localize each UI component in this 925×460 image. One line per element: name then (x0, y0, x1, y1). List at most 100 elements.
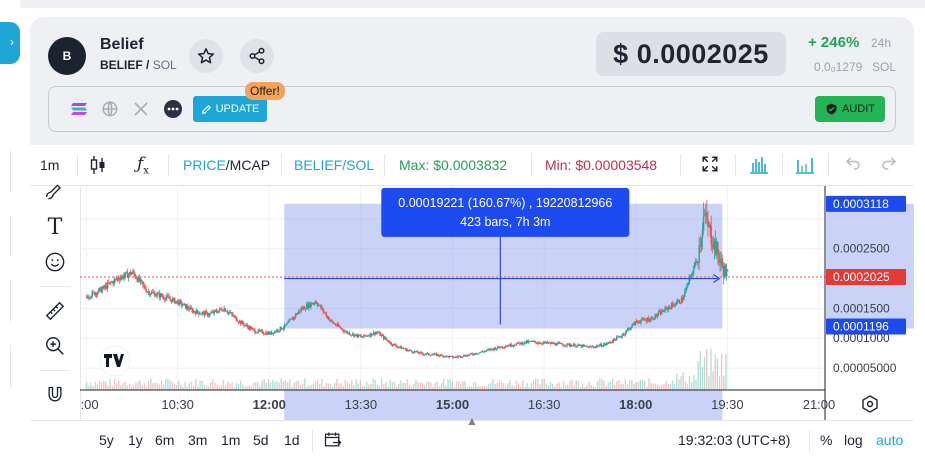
candles-icon[interactable] (90, 155, 106, 178)
range-1y[interactable]: 1y (128, 432, 143, 448)
volume-bar (319, 383, 321, 390)
candle-body (175, 301, 177, 304)
rail-item[interactable] (0, 280, 11, 322)
volume-bar (115, 383, 118, 390)
range-1m[interactable]: 1m (221, 432, 241, 448)
solana-icon[interactable] (69, 99, 89, 119)
candle-body (396, 345, 398, 348)
candle-body (630, 327, 632, 330)
price-mcap-toggle[interactable]: PRICE/MCAP (183, 157, 270, 173)
candle-body (540, 342, 542, 344)
candle-body (462, 356, 464, 358)
candle-body (480, 351, 483, 353)
candle-body (98, 288, 100, 293)
log-toggle[interactable]: log (844, 432, 863, 448)
volume-bar (410, 386, 413, 390)
rail-active-button[interactable]: › (0, 22, 20, 64)
volume-bar (646, 386, 648, 390)
candle-body (552, 342, 554, 344)
candle-body (650, 318, 652, 321)
rail-item[interactable] (0, 215, 11, 257)
candle-body (303, 307, 306, 310)
rail-item[interactable] (0, 150, 11, 192)
candle-body (590, 346, 593, 348)
undo-icon[interactable] (844, 154, 862, 175)
candle-body (456, 356, 459, 358)
percent-toggle[interactable]: % (820, 432, 833, 448)
ruler-icon[interactable] (43, 299, 67, 323)
candle-body (298, 310, 300, 313)
candle-body (312, 303, 314, 305)
price-badge (826, 195, 906, 212)
price-option[interactable]: PRICE (183, 157, 226, 173)
candle-body (526, 340, 529, 343)
rail-item[interactable] (0, 345, 11, 387)
bar-replay-icon[interactable] (794, 154, 816, 177)
range-5d[interactable]: 5d (253, 432, 269, 448)
volume-bar (573, 385, 575, 390)
text-tool-icon[interactable]: T (47, 214, 63, 240)
candle-body (479, 352, 482, 353)
auto-toggle[interactable]: auto (876, 432, 904, 448)
clock-display[interactable]: 19:32:03 (UTC+8) (678, 432, 791, 448)
interval-selector[interactable]: 1m (40, 157, 60, 173)
volume-bar (430, 382, 432, 390)
price-chart[interactable]: 0.0003118 0.0002500 0.0002025 0.0001500 0.00… (80, 186, 914, 420)
candle-body (716, 242, 718, 255)
volume-bar (475, 382, 477, 390)
volume-bar (667, 384, 669, 390)
volume-bar (588, 381, 590, 390)
candle-body (366, 335, 368, 337)
candle-body (386, 339, 388, 341)
more-icon[interactable] (163, 99, 183, 119)
caret-up-icon[interactable]: ▲ (466, 414, 478, 428)
candle-body (492, 348, 495, 350)
candle-body (463, 355, 465, 357)
candle-body (88, 297, 90, 299)
volume-bar (594, 386, 597, 390)
favorite-button[interactable] (189, 39, 223, 73)
candle-body (471, 353, 474, 355)
calendar-goto-icon[interactable] (323, 430, 343, 453)
share-button[interactable] (240, 39, 274, 73)
volume-bar (239, 380, 242, 390)
range-3m[interactable]: 3m (188, 432, 208, 448)
brush-icon[interactable] (43, 180, 67, 204)
magnet-icon[interactable] (43, 383, 67, 407)
redo-icon[interactable] (880, 154, 898, 175)
fullscreen-icon[interactable] (701, 155, 719, 176)
candle-body (557, 342, 560, 344)
indicators-icon[interactable]: ƒx (137, 154, 149, 177)
pair-selector[interactable]: BELIEF/SOL (294, 157, 375, 173)
volume-bar (701, 367, 704, 390)
range-5y[interactable]: 5y (99, 432, 114, 448)
volume-bar (242, 384, 244, 390)
range-1d[interactable]: 1d (284, 432, 300, 448)
candle-body (286, 323, 288, 325)
offer-badge: Offer! (245, 82, 285, 100)
emoji-icon[interactable] (43, 250, 67, 274)
volume-profile-icon[interactable] (748, 154, 770, 177)
range-6m[interactable]: 6m (155, 432, 175, 448)
candle-body (324, 312, 327, 314)
globe-icon[interactable] (100, 99, 120, 119)
x-twitter-icon[interactable] (131, 99, 151, 119)
volume-bar (423, 384, 426, 390)
candle-body (387, 340, 389, 342)
candle-body (107, 282, 110, 284)
volume-bar (547, 385, 550, 390)
volume-bar (135, 382, 137, 390)
volume-bar (175, 385, 178, 390)
volume-bar (395, 386, 398, 390)
zoom-in-icon[interactable] (43, 334, 67, 358)
candle-body (520, 342, 522, 345)
gear-icon[interactable] (862, 395, 878, 413)
audit-button[interactable]: AUDIT (815, 96, 885, 122)
candle-body (301, 308, 304, 310)
candle-body (333, 323, 335, 325)
candle-body (504, 346, 507, 348)
tradingview-logo[interactable] (99, 345, 131, 377)
mcap-option[interactable]: /MCAP (225, 157, 271, 173)
volume-bar (177, 380, 180, 390)
update-button[interactable]: UPDATE (193, 96, 267, 122)
